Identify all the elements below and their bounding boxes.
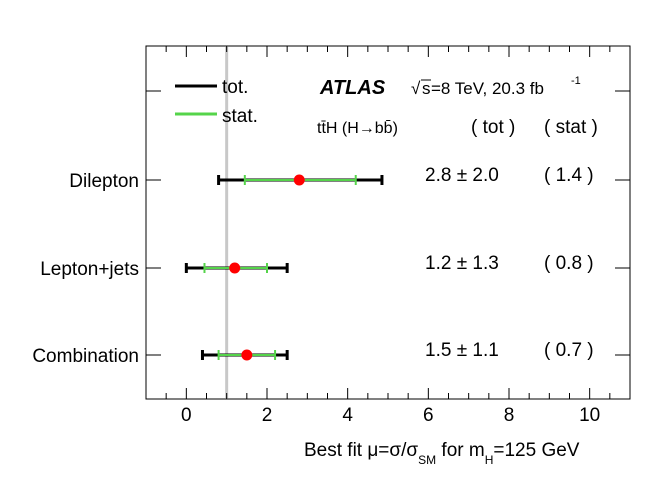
x-tick-label: 6	[423, 405, 434, 426]
data-marks: Dilepton 2.8 ± 2.0 ( 1.4 ) Lepton+jets 1.2 ±…	[32, 165, 593, 367]
best-fit-point	[293, 174, 305, 186]
x-tick-label: 4	[342, 405, 353, 426]
energy-s: s	[422, 79, 431, 98]
best-fit-point	[241, 349, 253, 361]
column-header-stat: ( stat )	[544, 117, 598, 138]
x-tick-label: 2	[262, 405, 273, 426]
result-stat: ( 0.7 )	[544, 340, 594, 361]
legend-stat-label: stat.	[222, 106, 258, 127]
legend: tot. stat.	[175, 77, 258, 127]
process-label: tt̄H (H→bb̄)	[317, 120, 398, 137]
x-axis-ticks	[165, 46, 611, 399]
y-axis-ticks	[146, 90, 630, 356]
x-tick-label: 0	[181, 405, 192, 426]
column-header-tot: ( tot )	[471, 117, 515, 138]
energy-label: √ s =8 TeV, 20.3 fb -1	[411, 75, 581, 98]
result-total: 1.5 ± 1.1	[425, 340, 499, 361]
category-label: Dilepton	[69, 171, 139, 192]
category-label: Lepton+jets	[40, 259, 139, 280]
x-tick-labels: 0 2 4 6 8 10	[181, 405, 600, 426]
x-tick-label: 10	[579, 405, 600, 426]
x-tick-label: 8	[504, 405, 515, 426]
legend-tot-label: tot.	[222, 77, 248, 98]
result-stat: ( 1.4 )	[544, 165, 594, 186]
best-fit-point	[229, 262, 241, 274]
experiment-label: ATLAS	[319, 77, 386, 99]
result-stat: ( 0.8 )	[544, 253, 594, 274]
result-total: 2.8 ± 2.0	[425, 165, 499, 186]
result-total: 1.2 ± 1.3	[425, 253, 499, 274]
energy-value: =8 TeV, 20.3 fb	[431, 79, 544, 98]
category-label: Combination	[32, 346, 139, 367]
energy-exponent: -1	[571, 75, 581, 87]
sqrt-symbol: √	[411, 79, 421, 98]
x-axis-title: Best fit μ=σ/σSM for mH=125 GeV	[304, 440, 580, 467]
